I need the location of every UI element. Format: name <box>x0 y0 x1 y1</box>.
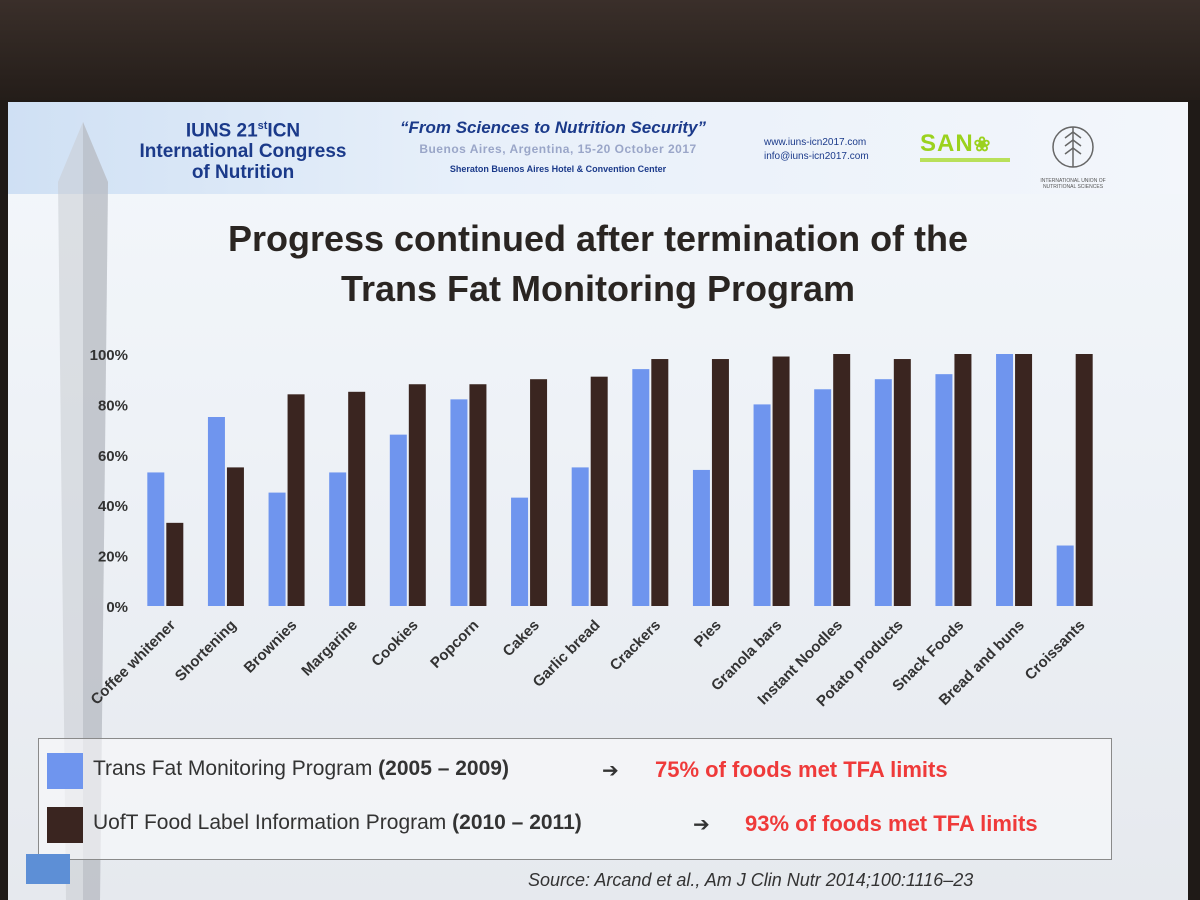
legend-arrow-series2: ➔ <box>693 814 710 836</box>
bar-tfmp-popcorn <box>450 399 468 606</box>
bar-tfmp-pies <box>692 469 710 606</box>
bar-tfmp-coffee-whitener <box>147 472 165 606</box>
x-tick-label: Crackers <box>607 617 664 674</box>
bar-tfmp-croissants <box>1056 545 1074 606</box>
bar-tfmp-margarine <box>329 472 347 606</box>
legend-label-series1: Trans Fat Monitoring Program (2005 – 200… <box>93 757 509 780</box>
iuns-logo-icon <box>1052 126 1094 168</box>
iuns-logo-text: INTERNATIONAL UNION OF NUTRITIONAL SCIEN… <box>1040 178 1106 190</box>
x-tick-label: Popcorn <box>427 617 482 672</box>
sano-logo-underline <box>920 158 1010 162</box>
conference-venue: Sheraton Buenos Aires Hotel & Convention… <box>449 164 667 174</box>
bar-uoft-croissants <box>1075 354 1093 606</box>
legend-swatch-series1 <box>47 753 83 789</box>
legend-label-series2: UofT Food Label Information Program (201… <box>93 811 582 834</box>
conference-city: Buenos Aires, Argentina, 15-20 October 2… <box>419 142 697 156</box>
chart-legend: Trans Fat Monitoring Program (2005 – 200… <box>38 738 1112 860</box>
bar-chart: 0% 20% 40% 60% 80% 100% Coffee whitenerShorten… <box>88 347 1093 710</box>
bar-uoft-crackers <box>651 359 669 606</box>
y-tick-label: 100% <box>90 347 128 364</box>
screen-frame-top <box>0 0 1200 100</box>
legend-result-series1: 75% of foods met TFA limits <box>655 757 948 782</box>
conference-contact: www.iuns-icn2017.com info@iuns-icn2017.c… <box>764 136 869 164</box>
conference-tagline: “From Sciences to Nutrition Security” <box>399 118 707 137</box>
conference-website: www.iuns-icn2017.com <box>764 137 867 148</box>
sano-logo: SAN❀ <box>920 130 992 157</box>
bar-uoft-brownies <box>287 394 305 606</box>
bar-uoft-granola-bars <box>772 356 790 606</box>
chart-plot-area: 0% 20% 40% 60% 80% 100% Coffee whitenerShorten… <box>88 347 1093 710</box>
chart-title-line2: Trans Fat Monitoring Program <box>340 268 856 309</box>
header-band <box>8 102 1188 194</box>
bar-tfmp-instant-noodles <box>814 389 832 606</box>
x-tick-label: Pies <box>691 617 725 651</box>
x-tick-label: Brownies <box>241 617 301 677</box>
bar-uoft-pies <box>711 359 729 606</box>
bar-tfmp-brownies <box>268 492 286 606</box>
bar-tfmp-cookies <box>389 434 407 606</box>
conference-email: info@iuns-icn2017.com <box>764 151 869 162</box>
legend-result-series2: 93% of foods met TFA limits <box>745 811 1038 836</box>
bar-uoft-potato-products <box>893 359 911 606</box>
bar-tfmp-garlic-bread <box>571 467 589 606</box>
conference-name: IUNS 21stICN International Congress of N… <box>139 120 347 184</box>
y-tick-label: 80% <box>98 397 128 414</box>
bar-uoft-bread-and-buns <box>1015 354 1033 606</box>
bar-tfmp-granola-bars <box>753 404 771 606</box>
x-tick-label: Margarine <box>298 617 361 680</box>
obelisk-graphic <box>58 122 108 900</box>
bar-tfmp-crackers <box>632 369 650 606</box>
bar-uoft-instant-noodles <box>833 354 851 606</box>
bar-tfmp-shortening <box>207 417 225 606</box>
x-tick-label: Croissants <box>1022 617 1089 684</box>
x-tick-label: Cookies <box>368 617 421 670</box>
bar-uoft-margarine <box>348 391 366 606</box>
y-tick-label: 0% <box>106 599 128 616</box>
presentation-slide: IUNS 21stICN International Congress of N… <box>8 102 1188 900</box>
bar-tfmp-potato-products <box>874 379 892 606</box>
y-tick-label: 40% <box>98 498 128 515</box>
bar-uoft-cakes <box>530 379 548 606</box>
bar-uoft-snack-foods <box>954 354 972 606</box>
bar-uoft-shortening <box>226 467 244 606</box>
x-tick-label: Shortening <box>172 617 240 685</box>
no-smoking-badge-icon <box>26 854 70 884</box>
bar-uoft-coffee-whitener <box>166 522 184 606</box>
legend-swatch-series2 <box>47 807 83 843</box>
bar-tfmp-cakes <box>511 497 529 606</box>
bar-uoft-garlic-bread <box>590 376 608 606</box>
chart-title-line1: Progress continued after termination of … <box>227 218 969 259</box>
source-citation: Source: Arcand et al., Am J Clin Nutr 20… <box>528 870 974 890</box>
bar-uoft-popcorn <box>469 384 487 606</box>
y-tick-label: 20% <box>98 549 128 566</box>
bar-uoft-cookies <box>408 384 426 606</box>
bar-tfmp-bread-and-buns <box>996 354 1014 606</box>
bar-tfmp-snack-foods <box>935 374 953 606</box>
x-tick-label: Cakes <box>500 617 543 660</box>
x-tick-label: Coffee whitener <box>88 617 180 709</box>
chart-title: Progress continued after termination of … <box>48 214 1148 314</box>
legend-arrow-series1: ➔ <box>602 760 619 782</box>
y-tick-label: 60% <box>98 448 128 465</box>
